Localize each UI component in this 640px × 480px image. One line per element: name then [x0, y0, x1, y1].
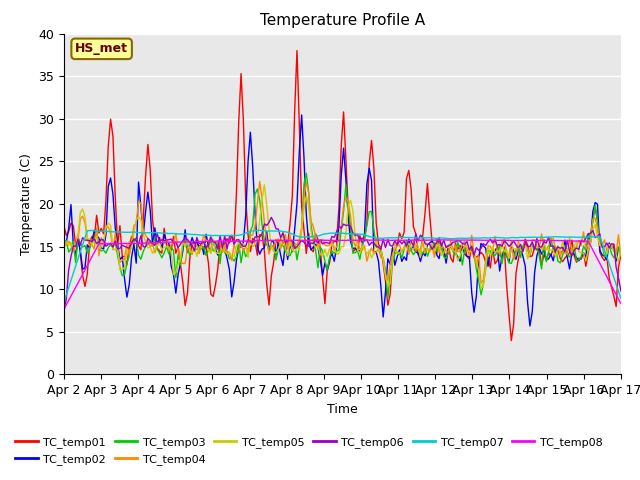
X-axis label: Time: Time	[327, 403, 358, 416]
Title: Temperature Profile A: Temperature Profile A	[260, 13, 425, 28]
Y-axis label: Temperature (C): Temperature (C)	[20, 153, 33, 255]
Legend: TC_temp01, TC_temp02, TC_temp03, TC_temp04, TC_temp05, TC_temp06, TC_temp07, TC_: TC_temp01, TC_temp02, TC_temp03, TC_temp…	[11, 433, 607, 469]
Text: HS_met: HS_met	[75, 42, 128, 55]
